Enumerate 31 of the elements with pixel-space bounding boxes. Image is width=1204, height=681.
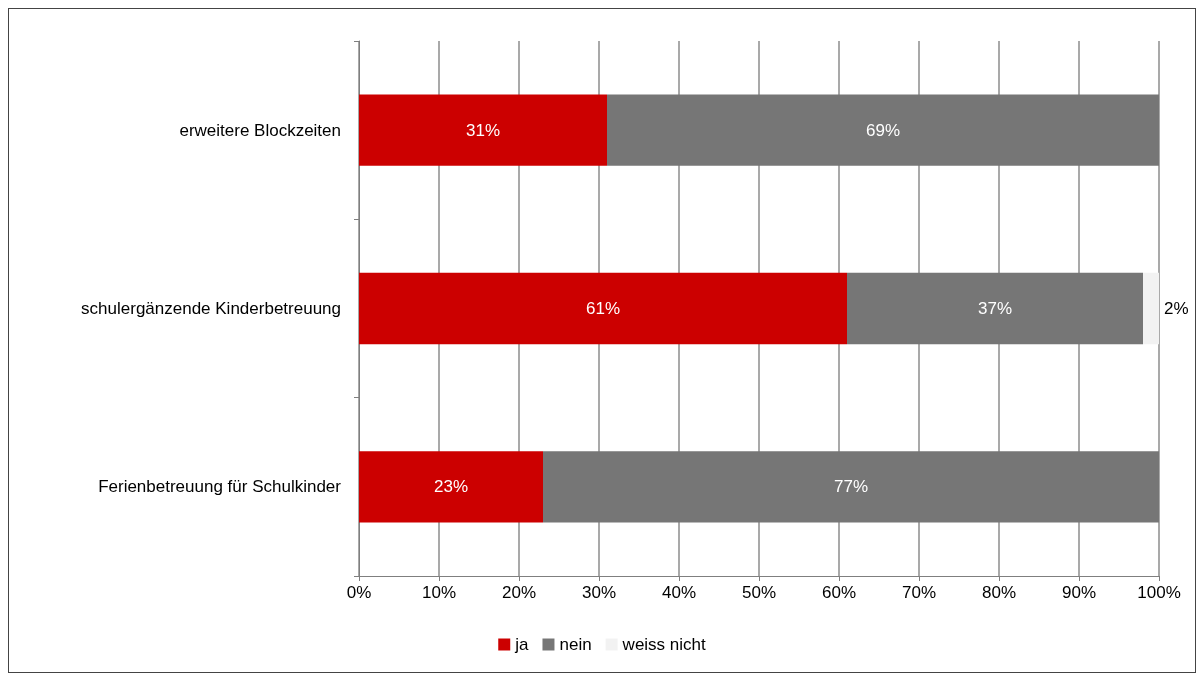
y-tick-label: schulergänzende Kinderbetreuung xyxy=(81,299,341,318)
x-tick-label: 40% xyxy=(661,583,697,602)
data-label: 31% xyxy=(465,120,501,140)
x-tick-label: 90% xyxy=(1061,583,1097,602)
legend-label: ja xyxy=(514,635,530,654)
x-tick-label: 20% xyxy=(501,583,537,602)
legend-label: weiss nicht xyxy=(621,635,707,654)
y-tick-label: erweitere Blockzeiten xyxy=(179,120,341,140)
x-tick-label: 60% xyxy=(821,583,857,602)
x-tick-label: 10% xyxy=(421,583,457,602)
x-tick-label: 100% xyxy=(1137,583,1181,602)
data-label: 69% xyxy=(865,120,901,140)
data-label: 37% xyxy=(977,299,1013,318)
data-label: 23% xyxy=(433,477,469,497)
bar xyxy=(359,451,543,523)
data-label: 77% xyxy=(833,477,869,497)
y-tick-label: Ferienbetreuung für Schulkinder xyxy=(98,477,342,497)
x-tick-label: 50% xyxy=(741,583,777,602)
x-tick-label: 30% xyxy=(581,583,617,602)
bar xyxy=(359,272,847,345)
data-label: 2% xyxy=(1164,299,1189,318)
x-tick-label: 0% xyxy=(346,583,372,602)
legend-label: nein xyxy=(559,635,592,654)
data-label: 61% xyxy=(585,299,621,318)
bar xyxy=(847,272,1143,345)
x-tick-label: 70% xyxy=(901,583,937,602)
bar xyxy=(359,94,607,166)
bar xyxy=(543,451,1159,523)
bar xyxy=(1143,272,1159,345)
bar xyxy=(607,94,1159,166)
x-tick-label: 80% xyxy=(981,583,1017,602)
